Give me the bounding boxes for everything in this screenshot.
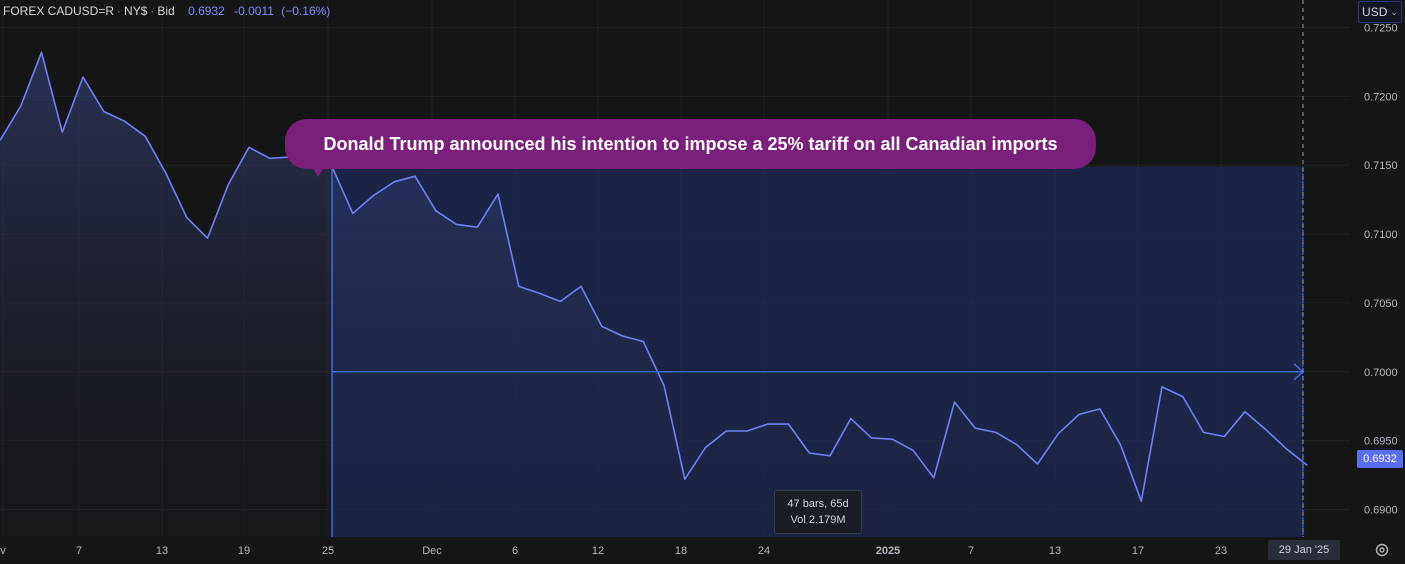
y-tick-label: 0.7250	[1364, 23, 1398, 35]
y-tick-label: 0.7100	[1364, 229, 1398, 241]
x-tick-label: 17	[1132, 545, 1144, 557]
price-area	[0, 52, 1308, 538]
x-tick-label: 25	[322, 545, 334, 557]
y-tick-label: 0.7200	[1364, 91, 1398, 103]
price-change-pct: (−0.16%)	[281, 4, 331, 18]
time-axis[interactable]: v 7 13 19 25 Dec 6 12 18 24 2025 7 13 17 23	[0, 545, 1227, 557]
last-price: 0.6932	[188, 4, 225, 18]
x-tick-label: 24	[758, 545, 770, 557]
x-tick-label: 13	[156, 545, 168, 557]
currency-label: USD	[1362, 5, 1388, 19]
currency-button[interactable]: USD ⌄	[1358, 1, 1402, 23]
y-tick-label: 0.7000	[1364, 367, 1398, 379]
x-tick-label: 7	[968, 545, 974, 557]
x-tick-label: 6	[512, 545, 518, 557]
separator: ·	[150, 4, 155, 18]
price-axis[interactable]: 0.7250 0.7200 0.7150 0.7100 0.7050 0.7000 0.69…	[1364, 23, 1398, 517]
y-tick-label: 0.6900	[1364, 504, 1398, 516]
symbol-header: FOREX CADUSD=R · NY$ · Bid 0.6932 -0.0011 (−…	[3, 4, 330, 18]
x-tick-label: Dec	[422, 545, 442, 557]
chevron-down-icon: ⌄	[1390, 6, 1398, 17]
measure-volume: Vol 2.179M	[790, 514, 846, 526]
x-tick-label: 2025	[876, 545, 900, 557]
measure-bars: 47 bars, 65d	[787, 498, 849, 510]
y-tick-label: 0.6950	[1364, 436, 1398, 448]
x-tick-label: 7	[76, 545, 82, 557]
x-tick-label: 12	[592, 545, 604, 557]
annotation-text: Donald Trump announced his intention to …	[323, 133, 1058, 154]
gear-icon	[1375, 543, 1389, 557]
price-type: Bid	[157, 4, 175, 18]
price-line	[0, 51, 1308, 502]
separator: ·	[117, 4, 122, 18]
x-tick-label: 19	[238, 545, 250, 557]
price-change: -0.0011	[234, 4, 274, 18]
annotation-callout: Donald Trump announced his intention to …	[285, 119, 1096, 169]
y-tick-label: 0.7050	[1364, 298, 1398, 310]
annotation-tail	[312, 167, 324, 177]
symbol-name: FOREX CADUSD=R	[3, 4, 115, 18]
x-tick-label: 18	[675, 545, 687, 557]
x-tick-label: 23	[1215, 545, 1227, 557]
y-tick-label: 0.7150	[1364, 160, 1398, 172]
crosshair-date-label: 29 Jan '25	[1268, 540, 1340, 560]
last-price-label: 0.6932	[1357, 450, 1403, 468]
x-tick-label: 13	[1049, 545, 1061, 557]
measure-tooltip: 47 bars, 65d Vol 2.179M	[774, 490, 862, 534]
x-tick-label: v	[0, 545, 6, 557]
chart-settings-button[interactable]	[1371, 540, 1393, 560]
exchange-name: NY$	[124, 4, 148, 18]
